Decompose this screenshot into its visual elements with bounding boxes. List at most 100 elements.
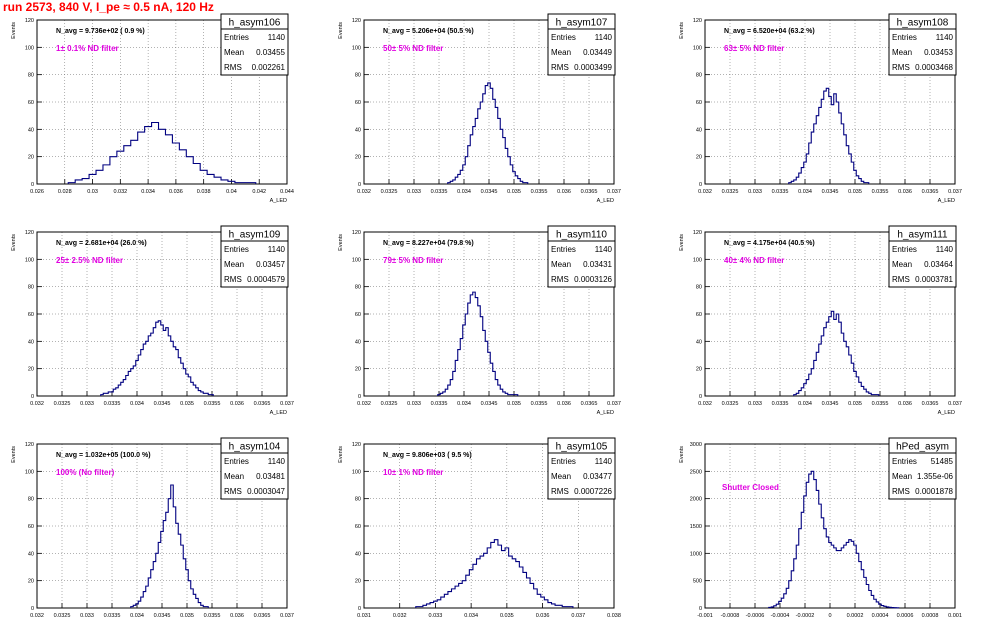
x-tick-label: 0.033 [407,401,421,407]
x-tick-label: 0.0345 [154,613,171,619]
histogram-bin [834,319,837,396]
x-tick-label: -0.0004 [771,613,790,619]
histogram-bin [502,551,506,608]
y-tick-label: 3000 [690,442,702,448]
x-tick-label: 0.038 [607,613,621,619]
x-tick-label: 0.0365 [922,401,939,407]
stats-key: RMS [892,487,910,496]
x-tick-label: 0.034 [798,401,812,407]
x-tick-label: 0.033 [407,189,421,195]
x-axis-label: A_LED [270,410,287,416]
histogram-bin [819,107,822,184]
histogram-bin [186,157,193,184]
y-tick-label: 120 [693,18,702,24]
x-tick-label: 0.044 [280,189,294,195]
y-tick-label: 80 [28,73,34,79]
navg-label: N_avg = 1.032e+05 (100.0 %) [56,452,151,459]
x-tick-label: 0.036 [536,613,550,619]
filter-label: Shutter Closed [722,483,779,492]
histogram-panel-h_asym105: 0.031 0.032 0.033 0.034 0.035 0.036 0.037 0.038… [338,437,621,619]
y-axis-label: Events [679,446,685,463]
histogram-bin [166,512,169,608]
filter-label: 10± 1% ND filter [383,468,443,477]
histogram-bin [851,541,854,608]
y-tick-label: 100 [693,257,702,263]
stats-value: 0.002261 [252,63,286,72]
y-tick-label: 80 [355,497,361,503]
histogram-bin [824,328,827,396]
histogram-bin [96,170,103,184]
histogram-bin [176,523,179,608]
histogram-bin [836,314,839,396]
histogram-bin [498,545,502,608]
x-tick-label: 0.032 [357,189,371,195]
x-tick-label: 0.037 [280,401,294,407]
histogram-line [415,539,574,608]
x-tick-label: 0.0325 [722,189,739,195]
stats-value: 0.0007226 [574,487,612,496]
histogram-name: h_asym106 [229,18,281,29]
histogram-bin [193,164,200,185]
y-tick-label: 60 [696,312,702,318]
x-tick-label: 0.042 [252,189,266,195]
x-tick-label: 0.0355 [872,189,889,195]
histogram-bin [834,94,837,184]
y-tick-label: 0 [358,394,361,400]
histogram-bin [468,303,471,396]
navg-label: N_avg = 9.736e+02 ( 0.9 %) [56,28,145,35]
y-tick-label: 40 [355,339,361,345]
stats-key: Entries [551,457,576,466]
histogram-bin [75,180,82,184]
histogram-name: h_asym107 [556,18,608,29]
histogram-name: h_asym109 [229,230,281,241]
y-tick-label: 80 [28,285,34,291]
stats-value: 0.0003499 [574,63,612,72]
x-tick-label: 0.034 [130,613,144,619]
histogram-bin [179,150,186,184]
histogram-bin [153,328,156,396]
stats-value: 0.0003781 [915,275,953,284]
y-tick-label: 60 [355,524,361,530]
y-tick-label: 40 [355,551,361,557]
navg-label: N_avg = 9.806e+03 ( 9.5 %) [383,452,472,459]
x-tick-label: 0.036 [169,189,183,195]
stats-key: Mean [551,472,571,481]
histogram-bin [165,135,172,184]
stats-value: 1.355e-06 [917,472,954,481]
histogram-bin [806,482,809,608]
histogram-bin [836,551,839,608]
y-tick-label: 100 [352,257,361,263]
y-tick-label: 2000 [690,497,702,503]
navg-label: N_avg = 2.681e+04 (26.0 %) [56,240,147,247]
histogram-bin [138,355,141,396]
stats-key: RMS [551,63,569,72]
y-tick-label: 20 [28,367,34,373]
x-tick-label: 0.034 [130,401,144,407]
histogram-bin [166,328,169,396]
histogram-bin [814,124,817,184]
stats-value: 1140 [595,33,613,42]
histogram-bin [141,350,144,396]
x-tick-label: 0.032 [393,613,407,619]
x-tick-label: 0.033 [429,613,443,619]
histogram-bin [124,146,131,184]
histogram-name: h_asym105 [556,442,608,453]
x-tick-label: 0.035 [848,189,862,195]
histogram-bin [819,504,822,608]
stats-box [888,452,957,500]
y-tick-label: 120 [25,230,34,236]
x-tick-label: 0.0355 [531,401,548,407]
stats-key: Entries [224,33,249,42]
x-tick-label: 0.0325 [381,401,398,407]
y-tick-label: 120 [25,442,34,448]
histogram-bin [494,540,498,608]
stats-key: Entries [551,33,576,42]
x-tick-label: 0.035 [180,613,194,619]
x-tick-label: 0.037 [948,401,962,407]
histogram-bin [849,540,852,608]
histogram-bin [214,177,221,184]
histogram-bin [493,99,496,184]
histogram-bin [470,295,473,396]
x-tick-label: 0.037 [571,613,585,619]
